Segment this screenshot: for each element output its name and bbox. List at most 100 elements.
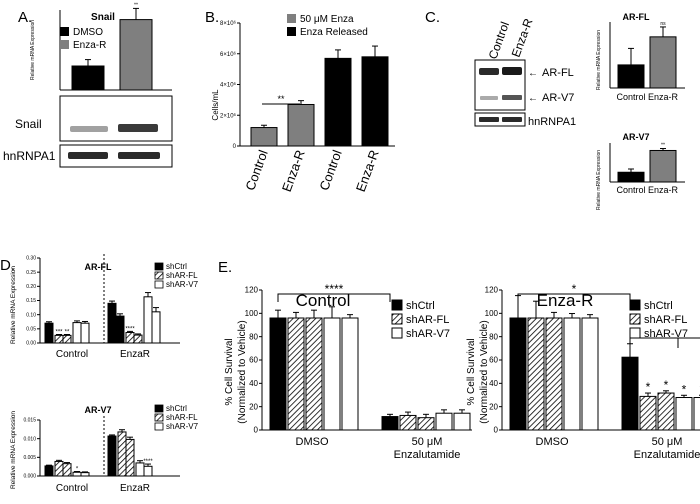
blot-lane-enza-r: Enza-R bbox=[509, 16, 536, 59]
d-ar-fl-legend-label: shCtrl bbox=[166, 262, 187, 271]
panel-b-legend: 50 μM Enza Enza Released bbox=[287, 14, 368, 38]
d-ar-v7-bar bbox=[126, 439, 134, 476]
d-ar-fl-legend-swatch bbox=[155, 281, 163, 288]
d-ar-v7-chart: 0.0000.0050.0100.015*Control****EnzaRshC… bbox=[23, 404, 198, 494]
e-control-legend-swatch bbox=[392, 314, 402, 324]
a-significance: ** bbox=[134, 2, 138, 8]
d-ar-fl-bar bbox=[81, 323, 89, 343]
ar-fl-chart-title: AR-FL bbox=[623, 12, 650, 22]
e-control-x-label-dmso: DMSO bbox=[296, 436, 329, 448]
d-ar-fl-x-label: EnzaR bbox=[120, 349, 150, 360]
e-enzar-y-tick-label: 80 bbox=[489, 332, 498, 341]
e-enzar-legend-label: shCtrl bbox=[644, 300, 673, 312]
d-ar-fl-legend-label: shAR-V7 bbox=[166, 280, 199, 289]
b-x-label: Enza-R bbox=[279, 148, 308, 194]
d-ar-v7-bar bbox=[118, 432, 126, 476]
e-enzar-legend-label: shAR-V7 bbox=[644, 328, 688, 340]
e-control-bar bbox=[270, 318, 286, 430]
ar-v7-band-1 bbox=[480, 96, 498, 100]
e-control-x-label-enza-2: Enzalutamide bbox=[394, 449, 461, 461]
ar-v7-blot-label: AR-V7 bbox=[542, 92, 574, 104]
legend-swatch-dmso bbox=[60, 27, 69, 36]
d-ar-fl-bar bbox=[55, 335, 63, 343]
e-enzar-bar bbox=[694, 398, 700, 430]
ar-fl-band-1 bbox=[479, 68, 499, 75]
c-ar-v7-significance: ** bbox=[661, 143, 665, 149]
e-enzar-bar bbox=[582, 318, 598, 430]
b-y-tick-label: 6×10⁶ bbox=[220, 51, 237, 58]
d-ar-fl-y-tick-label: 0.25 bbox=[26, 270, 36, 276]
b-bar bbox=[288, 104, 314, 146]
d-ar-v7-bar bbox=[108, 436, 116, 476]
d-ar-fl-x-label: Control bbox=[56, 349, 88, 360]
b-x-label: Control bbox=[316, 148, 344, 193]
c-ar-fl-bar bbox=[618, 65, 644, 88]
d-ar-fl-bar bbox=[73, 323, 81, 343]
d-ar-v7-ylabel: Relative mRNA Expression bbox=[10, 411, 17, 489]
d-ar-v7-bar bbox=[81, 473, 89, 476]
e-enzar-bar bbox=[676, 398, 692, 430]
e-control-bar bbox=[418, 418, 434, 430]
e-enzar-y-tick-label: 120 bbox=[485, 286, 499, 295]
e-enzar-significance: * bbox=[664, 378, 669, 392]
e-control-legend-swatch bbox=[392, 300, 402, 310]
e-enzar-bar bbox=[658, 393, 674, 430]
d-ar-fl-bar bbox=[152, 312, 160, 343]
legend-label-dmso: DMSO bbox=[73, 27, 103, 38]
e-control-y-tick-label: 80 bbox=[249, 332, 258, 341]
a-bar-dmso bbox=[72, 66, 104, 90]
snail-band-1 bbox=[70, 126, 108, 132]
e-enzar-y-tick-label: 100 bbox=[485, 309, 499, 318]
d-ar-fl-bar bbox=[108, 303, 116, 343]
c-ar-v7-bar bbox=[650, 150, 676, 182]
d-ar-v7-legend-label: shCtrl bbox=[166, 404, 187, 413]
e-enzar-y-tick-label: 60 bbox=[489, 356, 498, 365]
e-control-bar bbox=[324, 318, 340, 430]
e-enzar-bar bbox=[640, 396, 656, 430]
d-ar-fl-title: AR-FL bbox=[85, 262, 112, 272]
ar-fl-arrow: ← bbox=[528, 68, 538, 79]
e-enzar-significance-main: * bbox=[572, 282, 577, 296]
d-ar-v7-legend-label: shAR-FL bbox=[166, 413, 198, 422]
d-ar-fl-bar bbox=[134, 335, 142, 343]
b-bar bbox=[325, 58, 351, 146]
e-control-legend-label: shAR-V7 bbox=[406, 328, 450, 340]
ar-v7-chart: Control**Enza-R bbox=[610, 143, 685, 195]
d-ar-v7-legend-swatch bbox=[155, 405, 163, 412]
panel-a-legend: DMSO Enza-R bbox=[60, 27, 106, 51]
ar-v7-chart-title: AR-V7 bbox=[622, 132, 649, 142]
ar-v7-band-2 bbox=[502, 95, 522, 100]
e-enzar-x-label-dmso: DMSO bbox=[536, 436, 569, 448]
d-ar-v7-legend-swatch bbox=[155, 414, 163, 421]
b-significance: ** bbox=[277, 94, 285, 104]
b-y-tick-label: 8×10⁶ bbox=[220, 20, 237, 27]
hnrnpa1-blot-label-c: hnRNPA1 bbox=[528, 116, 576, 128]
e-control-y-tick-label: 0 bbox=[254, 426, 259, 435]
hnrnpa1-band-1 bbox=[68, 152, 108, 159]
legend-label-enza-released: Enza Released bbox=[300, 27, 368, 38]
d-ar-v7-legend-label: shAR-V7 bbox=[166, 422, 199, 431]
ar-v7-chart-ylabel: Relative mRNA Expression bbox=[596, 150, 602, 210]
d-ar-fl-bar bbox=[144, 297, 152, 343]
b-x-label: Control bbox=[242, 148, 270, 193]
d-ar-v7-bar bbox=[45, 466, 53, 476]
ar-v7-arrow: ← bbox=[528, 93, 538, 104]
d-ar-fl-y-tick-label: 0.30 bbox=[26, 256, 36, 262]
e-control-legend-label: shAR-FL bbox=[406, 314, 449, 326]
d-ar-fl-y-tick-label: 0.10 bbox=[26, 312, 36, 318]
hnrnpa1-band-2 bbox=[118, 152, 160, 159]
d-ar-fl-significance: **** bbox=[125, 326, 135, 332]
e-enzar-legend-swatch bbox=[630, 300, 640, 310]
d-ar-fl-y-tick-label: 0.05 bbox=[26, 327, 36, 333]
panel-c: Control Enza-R ← AR-FL ← AR-V7 hnRNPA1 A… bbox=[475, 12, 685, 210]
e-control-x-label-enza-1: 50 μM bbox=[412, 436, 443, 448]
legend-label-enza-r: Enza-R bbox=[73, 40, 106, 51]
e-enzar-bar bbox=[564, 318, 580, 430]
e-enzar-y-tick-label: 0 bbox=[494, 426, 499, 435]
a-bar-enza-r bbox=[120, 20, 152, 90]
d-ar-fl-bar bbox=[116, 316, 124, 343]
